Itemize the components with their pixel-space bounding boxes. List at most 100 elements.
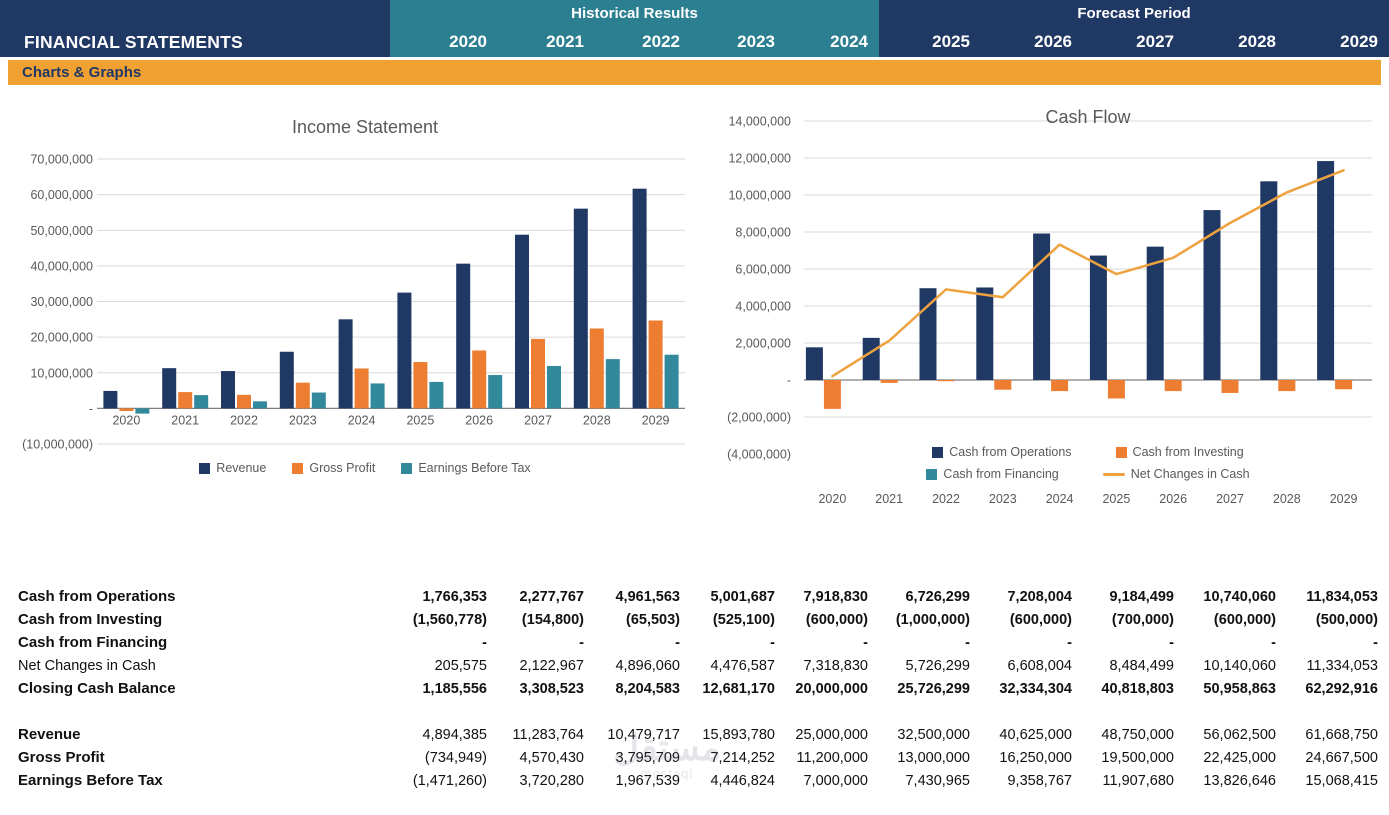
- bar-cash-from-investing-2020: [823, 380, 841, 409]
- cashflow-chart-legend: Cash from Operations Cash from Investing C…: [804, 443, 1372, 483]
- row-label: Cash from Financing: [18, 634, 168, 651]
- y-tick-label: 10,000,000: [30, 366, 93, 380]
- bar-cash-from-operations-2020: [805, 347, 823, 380]
- bar-gross-profit-2023: [295, 382, 310, 409]
- legend-row: Cash from Financing Net Changes in Cash: [926, 467, 1250, 481]
- bar-cash-from-investing-2022: [937, 380, 955, 382]
- bar-cash-from-investing-2025: [1107, 380, 1125, 399]
- bar-revenue-2027: [515, 234, 529, 409]
- gross-profit-swatch: [292, 462, 304, 474]
- revenue-swatch: [199, 462, 211, 474]
- bar-revenue-2026: [456, 263, 471, 409]
- legend-label: Cash from Operations: [949, 445, 1072, 459]
- cell-2023: 15,893,780: [702, 726, 775, 743]
- cell-2027: 48,750,000: [1101, 726, 1174, 743]
- cell-2021: 3,720,280: [519, 772, 584, 789]
- cell-2024: -: [863, 634, 868, 651]
- cell-2023: (525,100): [712, 611, 775, 628]
- cell-2021: 4,570,430: [519, 749, 584, 766]
- cell-2028: 10,140,060: [1203, 657, 1276, 674]
- cell-2021: 3,308,523: [519, 680, 584, 697]
- bar-earnings-before-tax-2022: [253, 401, 267, 409]
- cell-2026: (600,000): [1009, 611, 1072, 628]
- cell-2028: 56,062,500: [1203, 726, 1276, 743]
- bar-revenue-2021: [162, 368, 177, 409]
- legend-item-cash-from-financing: Cash from Financing: [926, 467, 1059, 481]
- x-tick-label: 2020: [112, 413, 140, 427]
- cell-2024: 7,318,830: [803, 657, 868, 674]
- x-tick-label: 2029: [1330, 492, 1358, 506]
- series-cash-from-investing: [823, 380, 1353, 409]
- cash-from-operations-swatch: [932, 446, 944, 458]
- y-tick-label: (10,000,000): [22, 438, 93, 452]
- table-row-cash-from-financing: Cash from Financing - - - - - - - - - -: [0, 631, 1389, 654]
- cell-2024: (600,000): [805, 611, 868, 628]
- bar-gross-profit-2024: [354, 368, 369, 409]
- bar-revenue-2025: [397, 292, 412, 409]
- bar-cash-from-investing-2029: [1335, 380, 1353, 390]
- cell-2029: 61,668,750: [1305, 726, 1378, 743]
- cell-2022: 4,961,563: [615, 588, 680, 605]
- bar-revenue-2020: [103, 390, 118, 409]
- cell-2021: 2,122,967: [519, 657, 584, 674]
- table-row-closing-cash-balance: Closing Cash Balance 1,185,556 3,308,523 8,…: [0, 677, 1389, 700]
- y-tick-label: 70,000,000: [30, 153, 93, 167]
- bar-cash-from-operations-2024: [1033, 233, 1051, 380]
- bar-earnings-before-tax-2024: [370, 383, 385, 409]
- cell-2020: 205,575: [434, 657, 487, 674]
- historical-results-header: Historical Results: [390, 0, 879, 27]
- cashflow-chart-plot: 14,000,000 12,000,000 10,000,000 8,000,000 6…: [727, 115, 1372, 506]
- bar-cash-from-operations-2021: [862, 337, 880, 380]
- y-tick-label: (4,000,000): [727, 448, 791, 462]
- cell-2022: 10,479,717: [607, 726, 680, 743]
- legend-label: Revenue: [216, 461, 267, 475]
- cell-2027: 40,818,803: [1101, 680, 1174, 697]
- x-tick-label: 2026: [465, 413, 493, 427]
- header-year-2029: 2029: [1287, 27, 1389, 57]
- cell-2027: (700,000): [1111, 611, 1174, 628]
- cell-2022: -: [675, 634, 680, 651]
- cell-2022: 3,795,709: [615, 749, 680, 766]
- legend-item-cash-from-investing: Cash from Investing: [1115, 445, 1244, 459]
- header-year-2028: 2028: [1185, 27, 1287, 57]
- legend-label: Net Changes in Cash: [1130, 467, 1250, 481]
- y-tick-label: 30,000,000: [30, 295, 93, 309]
- row-label: Closing Cash Balance: [18, 680, 176, 697]
- bar-cash-from-investing-2026: [1164, 380, 1182, 392]
- header-year-2021: 2021: [498, 27, 595, 57]
- y-tick-label: 40,000,000: [30, 259, 93, 273]
- x-tick-label: 2027: [1216, 492, 1244, 506]
- cell-2029: -: [1373, 634, 1378, 651]
- cell-2022: 8,204,583: [615, 680, 680, 697]
- forecast-period-label: Forecast Period: [1077, 5, 1191, 22]
- x-axis-labels: 2020 2021 2022 2023 2024 2025 2026 2027 2028 2029: [818, 492, 1357, 506]
- net-changes-in-cash-line-swatch: [1102, 472, 1125, 476]
- bar-earnings-before-tax-2029: [664, 354, 679, 409]
- y-tick-label: 20,000,000: [30, 331, 93, 345]
- legend-item-revenue: Revenue: [199, 461, 266, 475]
- table-row-net-changes-in-cash: Net Changes in Cash 205,575 2,122,967 4,896…: [0, 654, 1389, 677]
- cell-2027: 9,184,499: [1109, 588, 1174, 605]
- bar-earnings-before-tax-2021: [194, 395, 209, 409]
- x-tick-label: 2025: [406, 413, 434, 427]
- row-label: Cash from Investing: [18, 611, 163, 628]
- historical-results-label: Historical Results: [571, 5, 698, 22]
- series-earnings-before-tax: [135, 354, 679, 414]
- row-label: Gross Profit: [18, 749, 105, 766]
- bar-cash-from-investing-2027: [1221, 380, 1239, 393]
- bar-gross-profit-2026: [472, 350, 487, 409]
- cell-2026: 9,358,767: [1007, 772, 1072, 789]
- section-band-label: Charts & Graphs: [22, 64, 142, 81]
- x-tick-label: 2025: [1102, 492, 1130, 506]
- cell-2021: 2,277,767: [519, 588, 584, 605]
- bar-gross-profit-2020: [119, 408, 134, 411]
- y-tick-label: 60,000,000: [30, 188, 93, 202]
- y-tick-label: 4,000,000: [735, 300, 791, 314]
- bar-cash-from-investing-2028: [1278, 380, 1296, 392]
- bar-gross-profit-2027: [531, 338, 545, 409]
- cash-from-financing-swatch: [926, 468, 938, 480]
- cell-2020: -: [482, 634, 487, 651]
- x-tick-label: 2023: [989, 492, 1017, 506]
- bar-cash-from-operations-2026: [1146, 246, 1164, 380]
- table-row-revenue: Revenue 4,894,385 11,283,764 10,479,717 15,8…: [0, 723, 1389, 746]
